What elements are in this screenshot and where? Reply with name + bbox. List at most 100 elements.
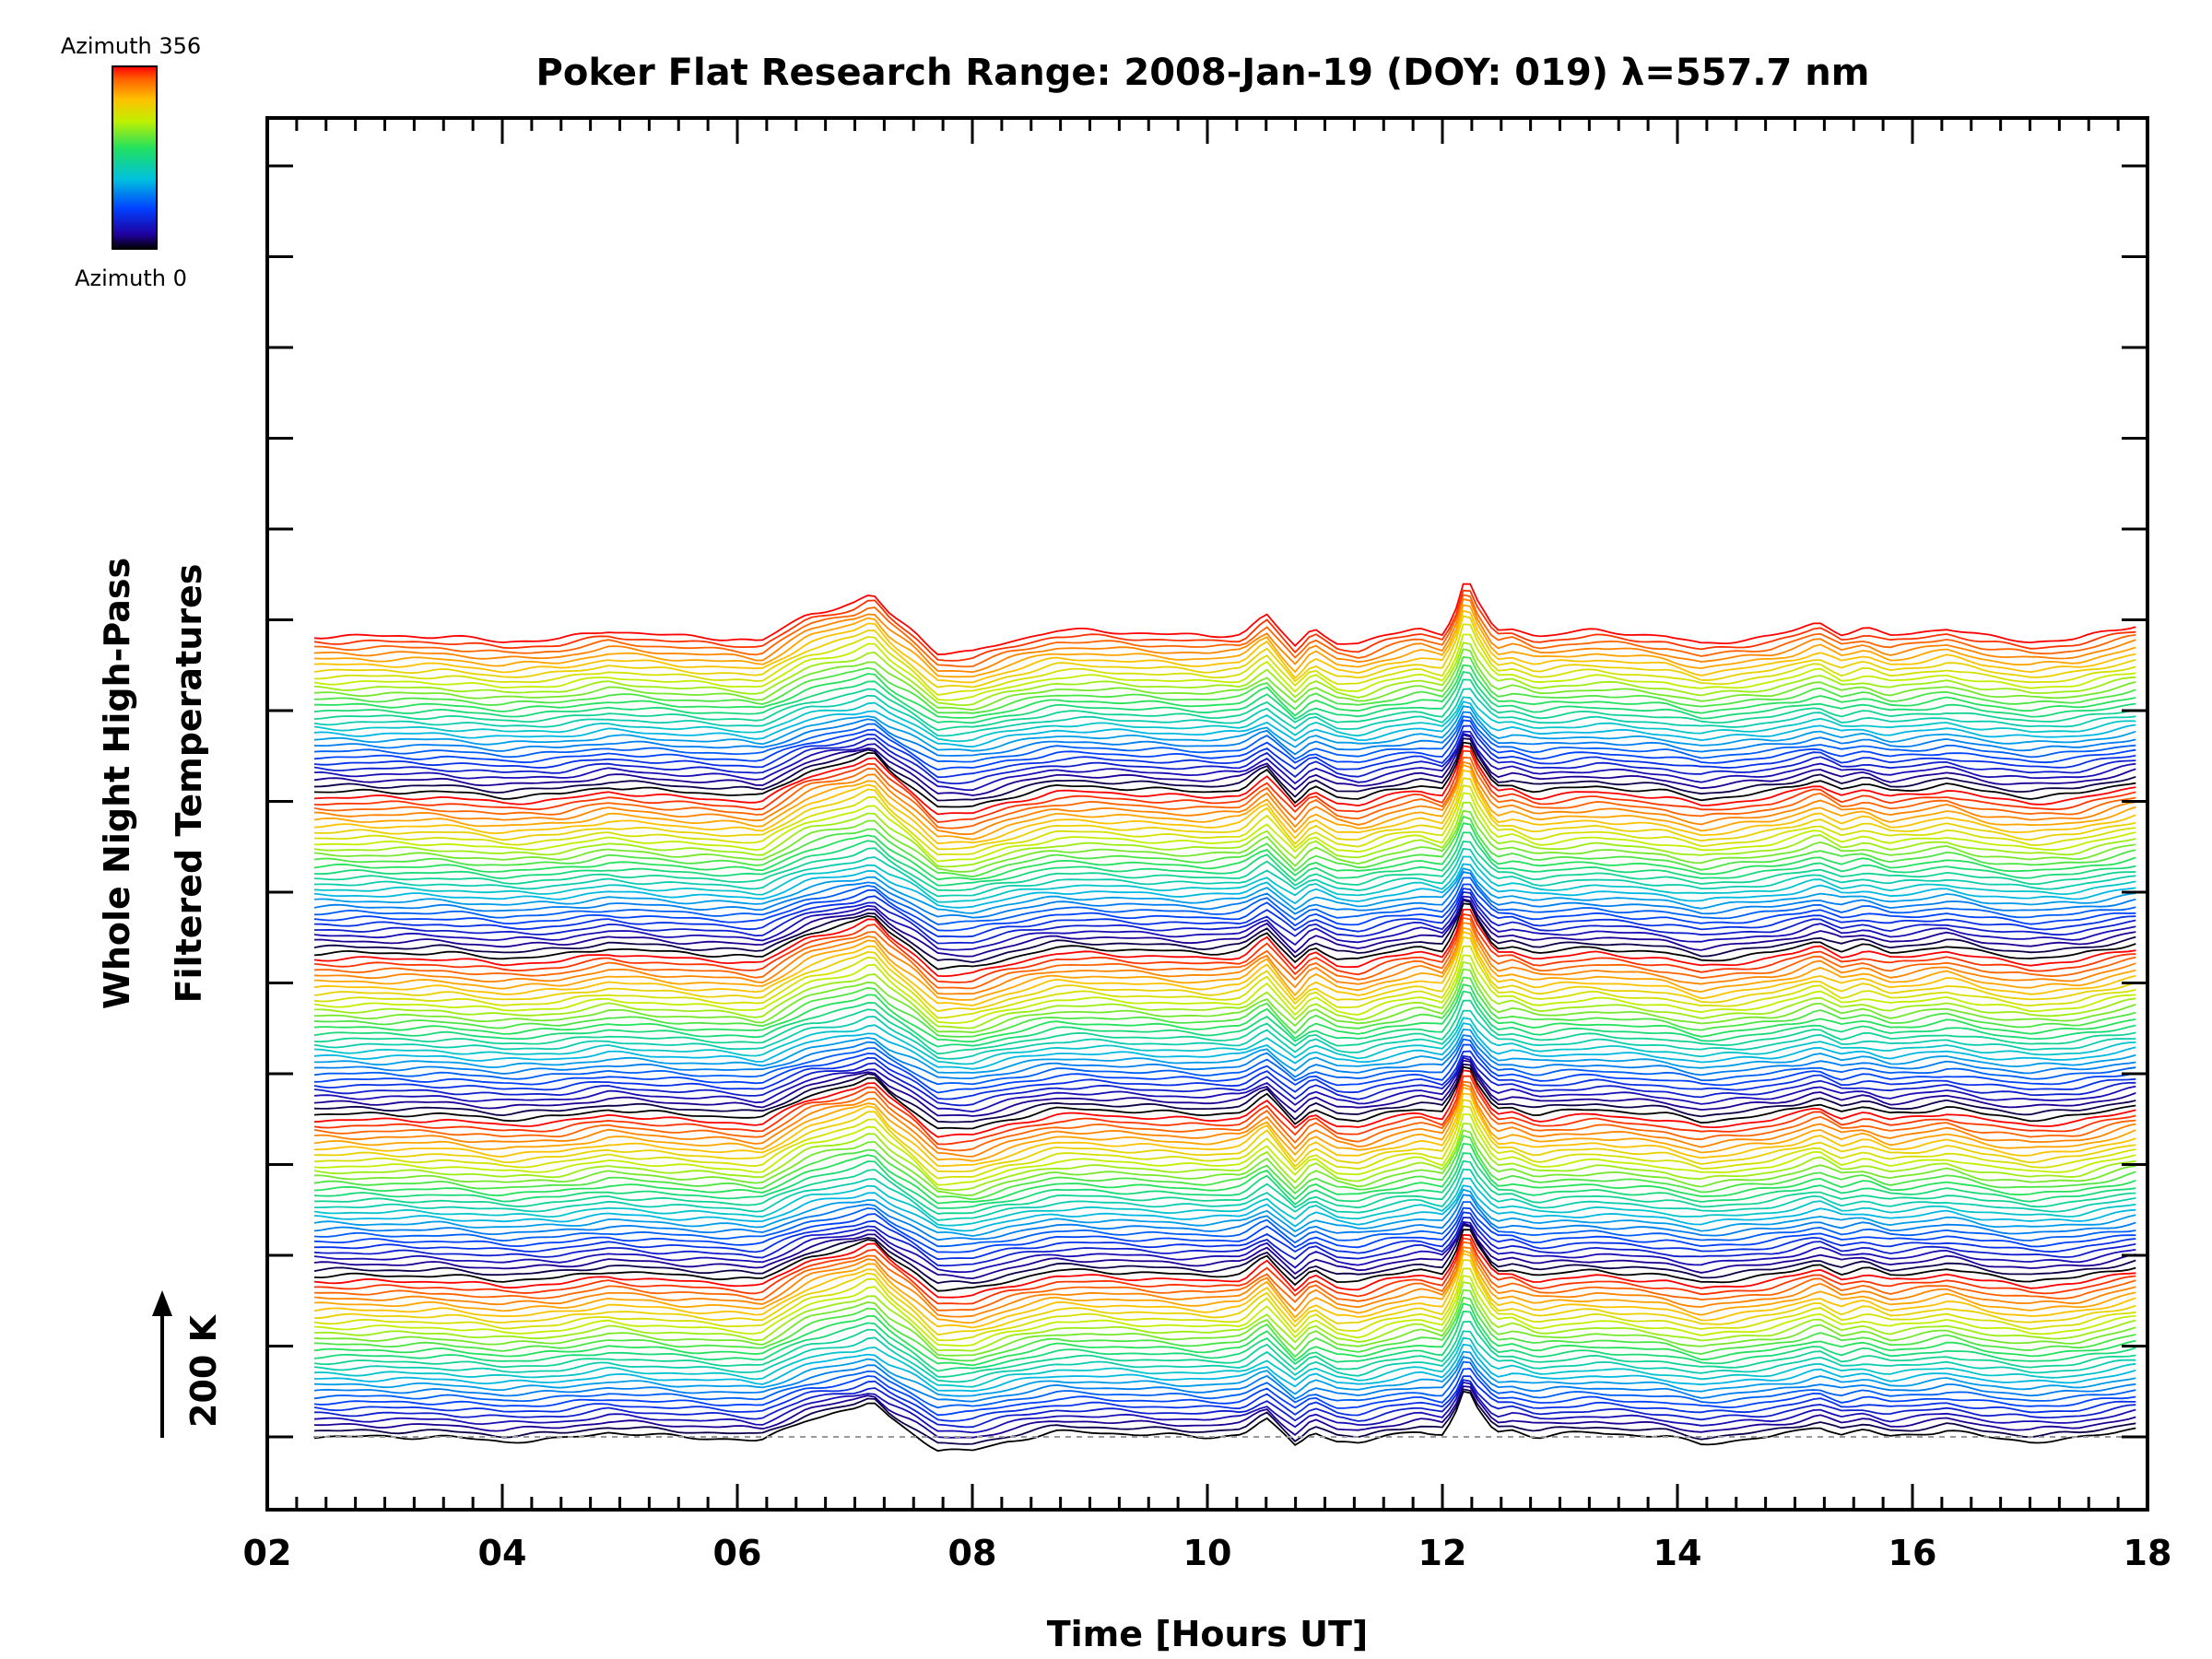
series-line [313,935,2136,1013]
series-line [313,916,2136,990]
series-line [313,1038,2136,1086]
series-line [313,912,2136,983]
y-axis-label-line1: Whole Night High-Pass [97,558,137,1009]
series-line [313,1184,2136,1232]
series-line [313,769,2136,845]
series-line [313,609,2136,684]
series-line [313,1123,2136,1192]
series-line [314,1028,2136,1074]
series-line [313,990,2136,1048]
series-line [313,1302,2136,1367]
series-line [313,1099,2136,1173]
series-line [313,1336,2136,1388]
series-line [313,1043,2136,1094]
series-line [313,655,2136,714]
series-line [313,909,2136,978]
series-line [313,1288,2136,1357]
series-line [313,1059,2136,1117]
series-line [313,648,2136,712]
x-tick-label: 12 [1418,1533,1467,1573]
series-line [313,1330,2136,1383]
series-line [313,1135,2136,1201]
series-line [313,888,2136,938]
series-line [314,1237,2136,1305]
series-line [313,1206,2136,1253]
series-line [313,930,2136,1006]
series-line [313,1217,2136,1267]
x-tick-label: 02 [243,1533,292,1573]
series-line [313,1249,2136,1324]
series-line [313,719,2136,771]
x-tick-label: 18 [2124,1533,2172,1573]
series-line [313,1233,2136,1299]
series-line [313,594,2136,668]
series-line [313,877,2136,925]
series-line [313,784,2136,856]
series-line [313,1296,2136,1362]
series-line [313,1201,2136,1248]
series-line [314,891,2136,945]
series-line [313,1211,2136,1261]
colorbar: Azimuth 356 Azimuth 0 [61,33,201,291]
series-line [313,945,2136,1019]
series-line [313,1375,2136,1422]
x-tick-label: 06 [713,1533,762,1573]
scale-bar-label: 200 K [183,1313,224,1428]
series-layer [313,582,2136,1453]
series-line [313,855,2136,903]
series-line [313,999,2136,1055]
series-line [313,898,2136,958]
series-line [313,841,2136,892]
series-line [313,598,2136,674]
series-line [313,1050,2136,1100]
series-line [313,809,2136,873]
x-tick-label: 04 [478,1533,527,1573]
series-line [313,1056,2136,1113]
series-line [313,1241,2136,1312]
series-line [313,688,2136,737]
series-line [313,1194,2136,1241]
series-line [313,582,2136,656]
series-line [313,745,2136,816]
series-line [313,801,2136,868]
series-line [313,1379,2136,1429]
series-line [313,1229,2136,1292]
series-line [313,1069,2136,1138]
series-line [313,822,2136,881]
colorbar-gradient [112,65,158,250]
series-line [313,1159,2136,1215]
tick-layer [265,118,2149,1510]
series-line [313,730,2136,784]
series-line [313,741,2136,808]
y-axis-label-line2: Filtered Temperatures [169,564,209,1004]
series-line [313,1143,2136,1205]
x-tick-label: 08 [948,1533,997,1573]
series-line [313,1087,2136,1162]
series-line [313,1350,2136,1397]
series-line [313,1381,2136,1434]
colorbar-bottom-label: Azimuth 0 [75,265,187,291]
series-line [313,1343,2136,1393]
series-line [313,705,2136,752]
x-tick-label: 14 [1653,1533,1702,1573]
series-line [313,1113,2136,1186]
series-line [314,664,2136,719]
x-tick-label: 10 [1183,1533,1232,1573]
series-line [313,1220,2136,1274]
series-line [313,870,2136,919]
series-line [313,968,2136,1034]
series-line [314,1092,2136,1167]
series-line [313,1034,2136,1080]
series-line [313,1083,2136,1158]
series-line [313,1177,2136,1227]
chart-title: Poker Flat Research Range: 2008-Jan-19 (… [536,52,1870,94]
series-line [313,1320,2136,1378]
series-line [313,715,2136,763]
series-line [313,1385,2136,1439]
series-line [313,1188,2136,1237]
series-line [313,1360,2136,1409]
x-tick-labels: 02 04 06 08 10 12 14 16 18 [243,1533,2172,1573]
series-line [313,815,2136,878]
series-line [313,899,2136,963]
series-line [313,760,2136,836]
